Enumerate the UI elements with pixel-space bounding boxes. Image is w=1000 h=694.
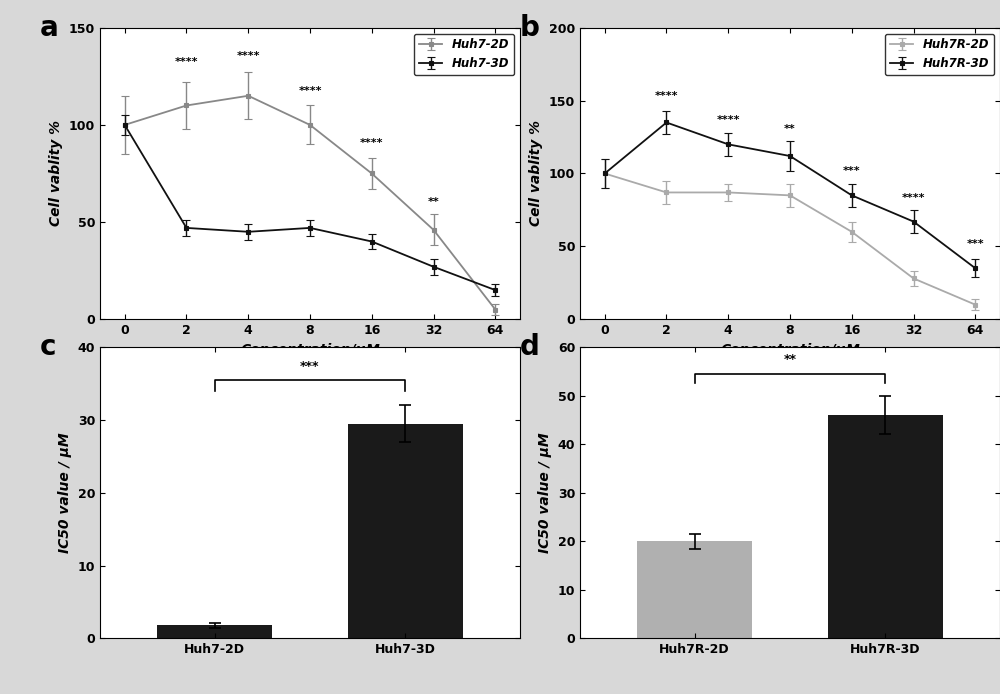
Legend: Huh7R-2D, Huh7R-3D: Huh7R-2D, Huh7R-3D	[885, 34, 994, 75]
Text: ****: ****	[360, 138, 384, 149]
Text: ****: ****	[655, 91, 678, 101]
Bar	[828, 415, 943, 638]
Text: **: **	[428, 196, 439, 207]
Text: ****: ****	[716, 115, 740, 126]
Bar	[637, 541, 752, 638]
Y-axis label: Cell vablity %: Cell vablity %	[529, 121, 543, 226]
Text: ****: ****	[298, 86, 322, 96]
Text: ***: ***	[300, 359, 320, 373]
Bar	[157, 625, 272, 638]
Text: c: c	[40, 333, 57, 361]
Text: ****: ****	[175, 57, 198, 67]
Text: ****: ****	[236, 51, 260, 61]
Bar	[348, 423, 463, 638]
Text: a: a	[40, 14, 59, 42]
Text: d: d	[520, 333, 540, 361]
Text: **: **	[784, 124, 796, 134]
X-axis label: Concentration/μM: Concentration/μM	[240, 343, 380, 357]
Legend: Huh7-2D, Huh7-3D: Huh7-2D, Huh7-3D	[414, 34, 514, 75]
Y-axis label: IC50 value / μM: IC50 value / μM	[538, 432, 552, 553]
Text: ***: ***	[966, 239, 984, 249]
Text: ***: ***	[843, 167, 861, 176]
Y-axis label: IC50 value / μM: IC50 value / μM	[58, 432, 72, 553]
Text: b: b	[520, 14, 540, 42]
X-axis label: Concentration/μM: Concentration/μM	[720, 343, 860, 357]
Text: ****: ****	[902, 193, 925, 203]
Text: **: **	[784, 353, 796, 366]
Y-axis label: Cell vablity %: Cell vablity %	[49, 121, 63, 226]
